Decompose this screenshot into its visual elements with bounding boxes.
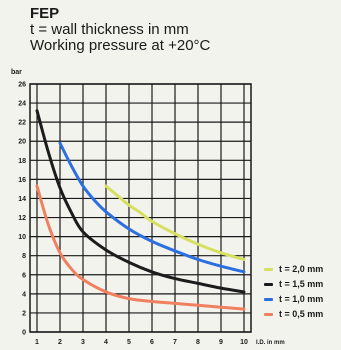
- x-tick-label: 7: [173, 339, 177, 346]
- y-tick-label: 0: [22, 330, 26, 337]
- series-line: [35, 184, 246, 311]
- y-tick-label: 4: [22, 291, 26, 298]
- y-tick-label: 16: [18, 177, 26, 184]
- x-tick-label: 8: [196, 339, 200, 346]
- legend-label: t = 2,0 mm: [279, 264, 324, 274]
- legend-swatch: [264, 312, 273, 316]
- x-tick-labels: 1 2 3 4 5 6 7 8 9 10: [35, 339, 248, 346]
- plot-frame: [29, 83, 252, 333]
- legend-swatch: [264, 267, 273, 271]
- x-tick-label: 9: [219, 339, 223, 346]
- y-tick-label: 20: [18, 139, 26, 146]
- y-axis-label: bar: [11, 69, 22, 76]
- y-tick-label: 18: [18, 158, 26, 165]
- x-tick-label: 4: [104, 339, 108, 346]
- series-line: [35, 109, 246, 294]
- legend-item: t = 1,5 mm: [264, 277, 323, 291]
- legend-label: t = 1,0 mm: [279, 294, 324, 304]
- legend-item: t = 1,0 mm: [264, 292, 323, 306]
- series-line: [104, 184, 246, 262]
- y-tick-label: 14: [18, 196, 26, 203]
- y-tick-label: 6: [22, 272, 26, 279]
- legend-item: t = 0,5 mm: [264, 307, 323, 321]
- chart-series: [35, 109, 246, 311]
- y-tick-label: 26: [18, 82, 26, 89]
- legend-label: t = 0,5 mm: [279, 309, 324, 319]
- y-tick-label: 8: [22, 253, 26, 260]
- chart-title: FEP: [30, 5, 60, 22]
- legend-swatch: [264, 282, 273, 286]
- y-tick-label: 10: [18, 234, 26, 241]
- y-tick-label: 24: [18, 101, 26, 108]
- x-tick-label: 3: [81, 339, 85, 346]
- legend-item: t = 2,0 mm: [264, 262, 323, 276]
- chart-legend: t = 2,0 mm t = 1,5 mm t = 1,0 mm t = 0,5 mm: [264, 262, 323, 322]
- chart-grid: [29, 83, 252, 333]
- chart-subtitle-pressure: Working pressure at +20°C: [30, 36, 211, 54]
- y-tick-label: 22: [18, 120, 26, 127]
- x-tick-label: 10: [240, 339, 248, 346]
- y-tick-label: 12: [18, 215, 26, 222]
- x-tick-label: 2: [58, 339, 62, 346]
- x-tick-label: 6: [150, 339, 154, 346]
- chart-subtitle-thickness: t = wall thickness in mm: [30, 20, 189, 38]
- y-tick-label: 2: [22, 310, 26, 317]
- x-axis-label: I.D. in mm: [256, 340, 285, 346]
- series-line: [58, 141, 246, 274]
- x-tick-label: 5: [127, 339, 131, 346]
- title-block: FEP t = wall thickness in mm Working pre…: [30, 6, 210, 53]
- legend-label: t = 1,5 mm: [279, 279, 324, 289]
- legend-swatch: [264, 297, 273, 301]
- x-tick-label: 1: [35, 339, 39, 346]
